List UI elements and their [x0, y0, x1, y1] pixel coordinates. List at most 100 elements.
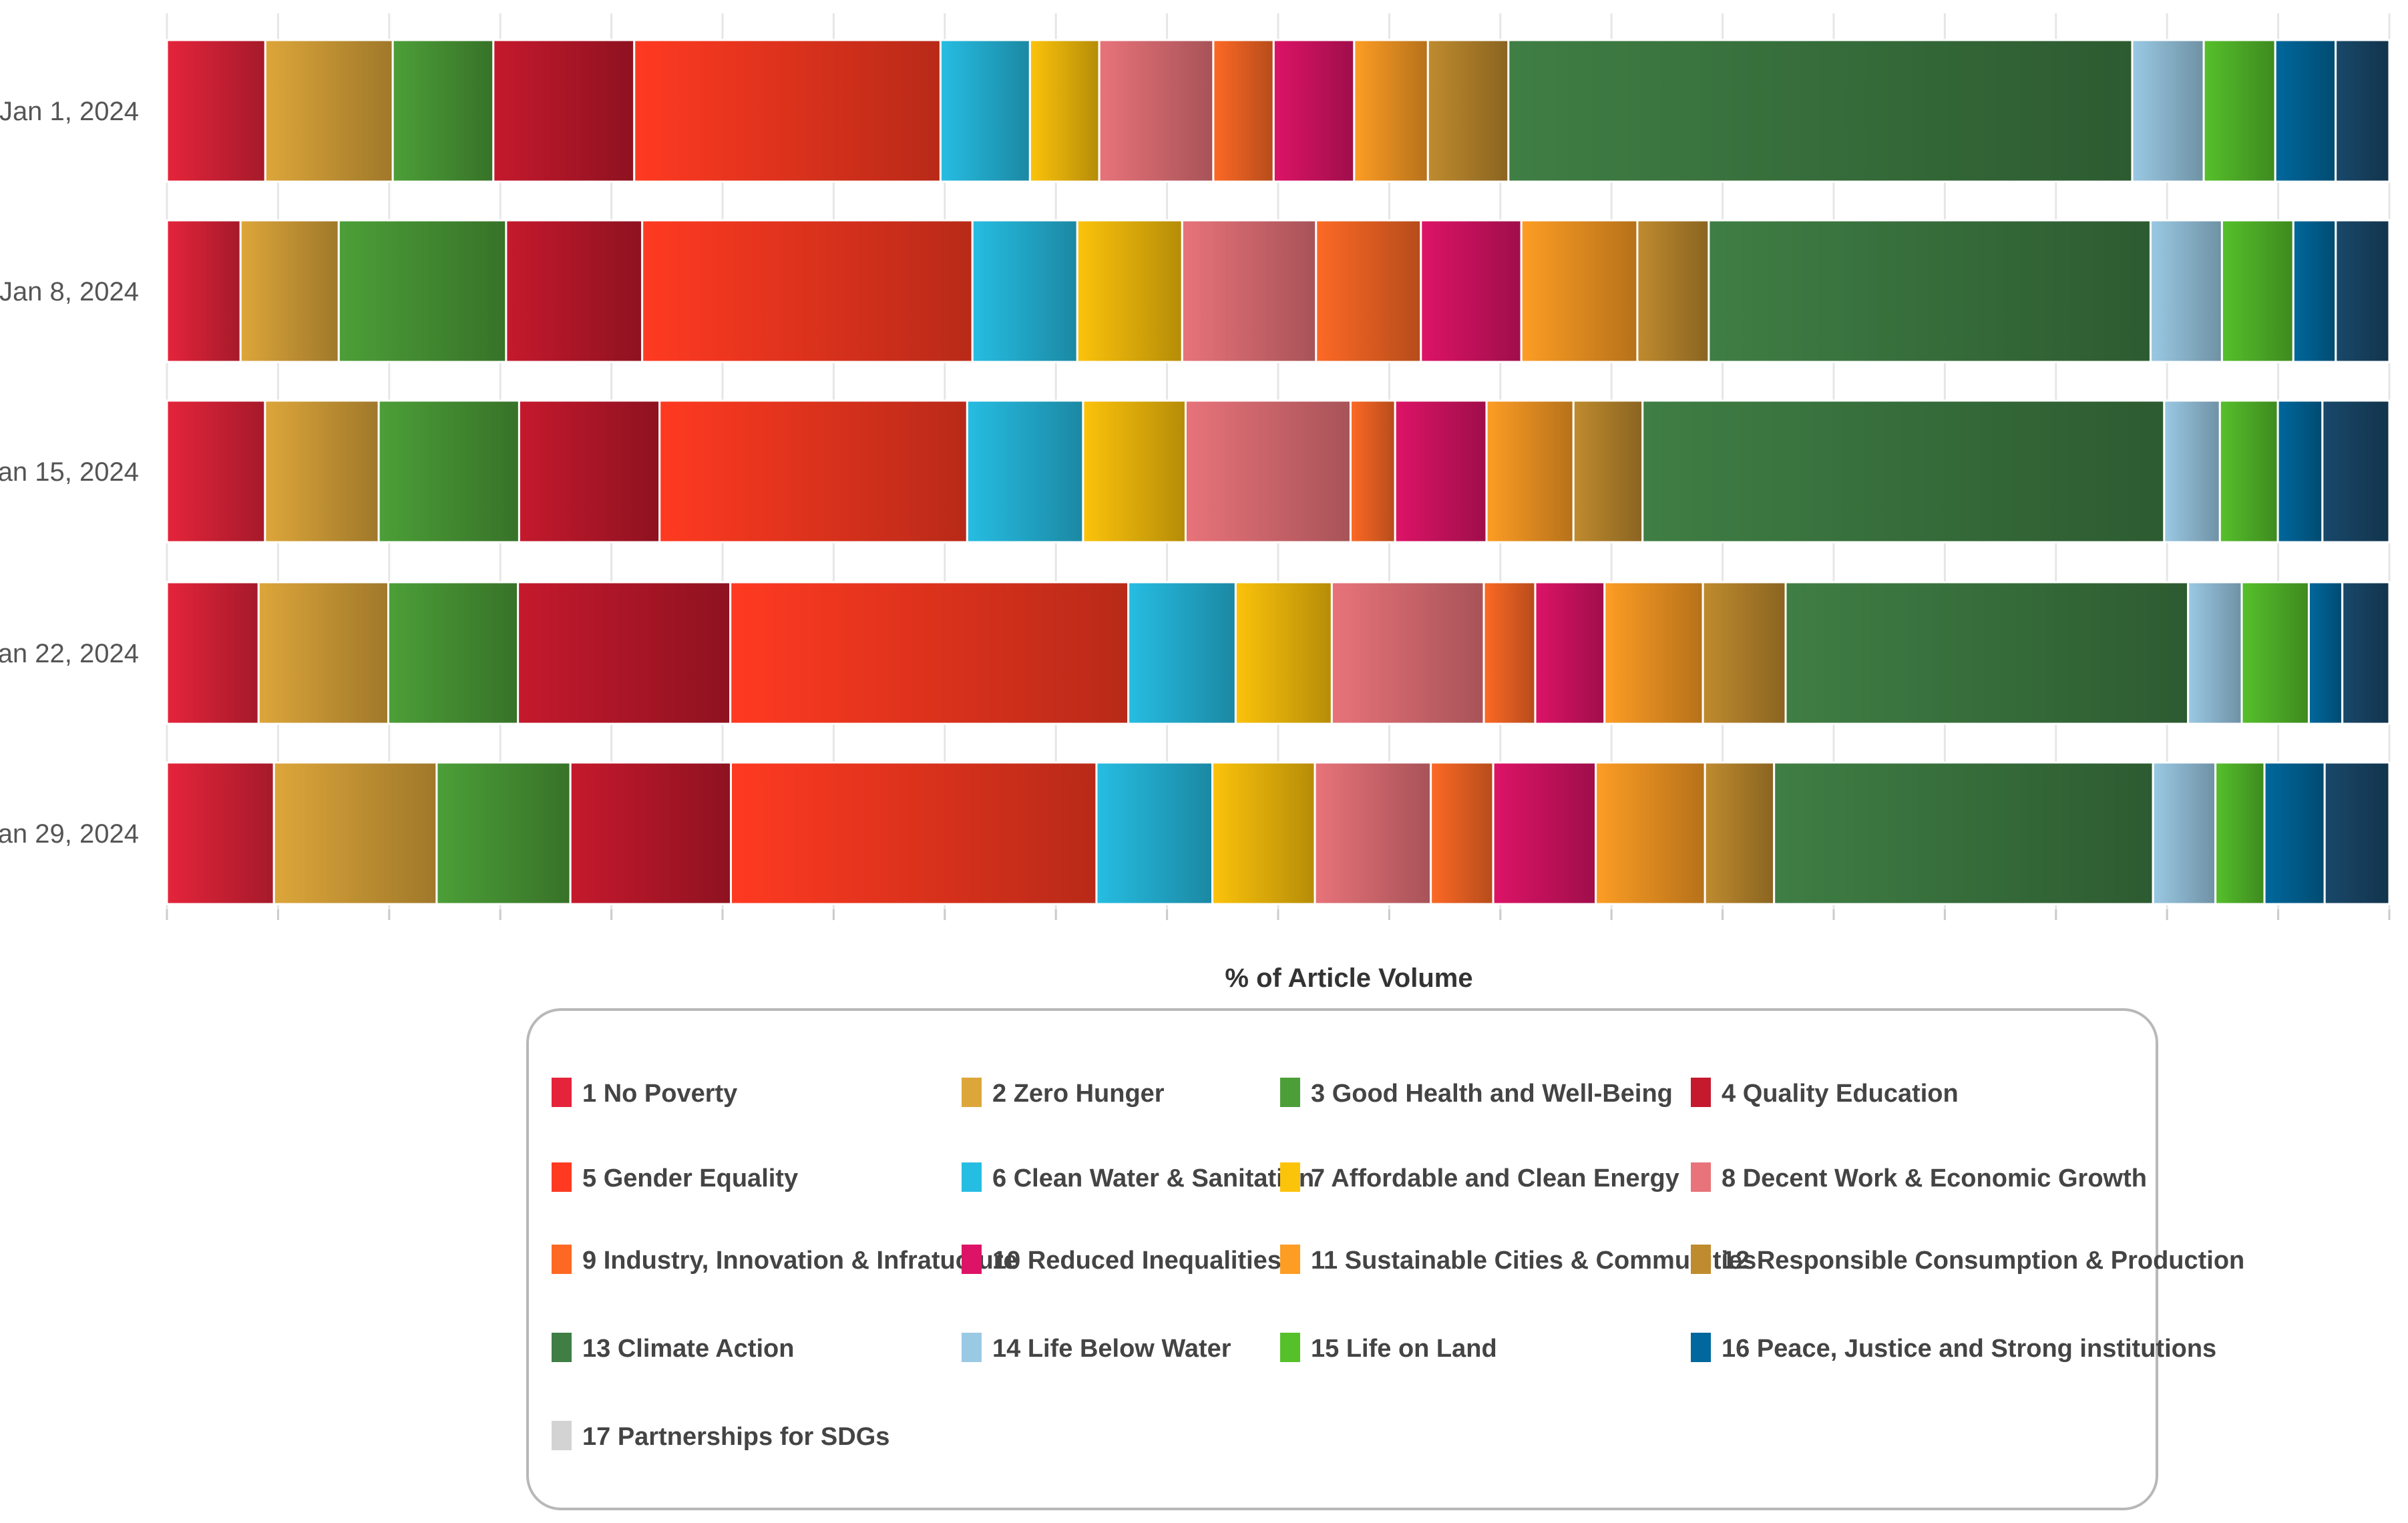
bar-segment[interactable]: [2202, 39, 2276, 183]
bar-segment[interactable]: [1482, 581, 1537, 725]
bar-segment[interactable]: [2131, 39, 2205, 183]
legend-label[interactable]: 2 Zero Hunger: [992, 1080, 1165, 1108]
legend-label[interactable]: 7 Affordable and Clean Energy: [1311, 1164, 1679, 1192]
bar-segment[interactable]: [1773, 761, 2154, 905]
bar-segment[interactable]: [1507, 39, 2134, 183]
bar-segment[interactable]: [2276, 399, 2324, 543]
bar-segment[interactable]: [2321, 399, 2391, 543]
bar-segment[interactable]: [2335, 219, 2391, 363]
bar-segment[interactable]: [166, 39, 266, 183]
bar-segment[interactable]: [1184, 399, 1352, 543]
bar-segment[interactable]: [1353, 39, 1429, 183]
bar-segment[interactable]: [1095, 761, 1214, 905]
legend-label[interactable]: 8 Decent Work & Economic Growth: [1722, 1164, 2147, 1192]
bar-segment[interactable]: [1420, 219, 1523, 363]
bar-segment[interactable]: [1485, 399, 1575, 543]
legend-label[interactable]: 4 Quality Education: [1722, 1080, 1959, 1108]
bar-segment[interactable]: [2307, 581, 2344, 725]
bar-segment[interactable]: [518, 399, 661, 543]
bar-segment[interactable]: [257, 581, 389, 725]
bar-segment[interactable]: [391, 39, 495, 183]
bar-segment[interactable]: [2292, 219, 2337, 363]
bar-segment[interactable]: [1534, 581, 1606, 725]
bar-segment[interactable]: [2187, 581, 2243, 725]
bar-segment[interactable]: [239, 219, 340, 363]
legend-label[interactable]: 17 Partnerships for SDGs: [582, 1423, 889, 1451]
bar-segment[interactable]: [1595, 761, 1706, 905]
legend-label[interactable]: 14 Life Below Water: [992, 1335, 1231, 1363]
bar-segment[interactable]: [166, 761, 275, 905]
bar-segment[interactable]: [1708, 219, 2152, 363]
bar-segment[interactable]: [658, 399, 968, 543]
bar-segment[interactable]: [729, 581, 1130, 725]
bar-segment[interactable]: [730, 761, 1098, 905]
bar-segment[interactable]: [2335, 39, 2391, 183]
bar-segment[interactable]: [1127, 581, 1237, 725]
bar-segment[interactable]: [166, 219, 242, 363]
bar-segment[interactable]: [387, 581, 520, 725]
bar-segment[interactable]: [1082, 399, 1187, 543]
bar-segment[interactable]: [966, 399, 1084, 543]
bar-segment[interactable]: [1272, 39, 1356, 183]
bar-segment[interactable]: [1211, 761, 1316, 905]
bar-segment[interactable]: [1520, 219, 1639, 363]
legend-label[interactable]: 3 Good Health and Well-Being: [1311, 1080, 1673, 1108]
bar-segment[interactable]: [435, 761, 572, 905]
bar-segment[interactable]: [1636, 219, 1710, 363]
bar-segment[interactable]: [492, 39, 636, 183]
legend-label[interactable]: 6 Clean Water & Sanitation: [992, 1164, 1314, 1192]
bar-segment[interactable]: [1098, 39, 1215, 183]
legend-label[interactable]: 16 Peace, Justice and Strong institution…: [1722, 1335, 2216, 1363]
bar-segment[interactable]: [1076, 219, 1183, 363]
bar-segment[interactable]: [1349, 399, 1396, 543]
legend-label[interactable]: 9 Industry, Innovation & Infratucture: [582, 1247, 1018, 1275]
legend-label[interactable]: 10 Reduced Inequalities: [992, 1247, 1281, 1275]
bar-segment[interactable]: [2149, 219, 2223, 363]
bar-segment[interactable]: [517, 581, 732, 725]
legend-label[interactable]: 13 Climate Action: [582, 1335, 794, 1363]
bar-segment[interactable]: [2163, 399, 2221, 543]
bar-segment[interactable]: [1234, 581, 1333, 725]
bar-segment[interactable]: [1028, 39, 1100, 183]
bar-segment[interactable]: [2152, 761, 2217, 905]
bar-segment[interactable]: [264, 399, 380, 543]
bar-segment[interactable]: [377, 399, 520, 543]
legend-label[interactable]: 1 No Poverty: [582, 1080, 737, 1108]
bar-segment[interactable]: [1784, 581, 2190, 725]
bar-segment[interactable]: [633, 39, 942, 183]
bar-segment[interactable]: [971, 219, 1078, 363]
bar-segment[interactable]: [1430, 761, 1494, 905]
bar-segment[interactable]: [2274, 39, 2337, 183]
bar-segment[interactable]: [505, 219, 644, 363]
bar-segment[interactable]: [1641, 399, 2166, 543]
bar-segment[interactable]: [1212, 39, 1275, 183]
legend-label[interactable]: 11 Sustainable Cities & Communities: [1311, 1247, 1756, 1275]
bar-segment[interactable]: [1572, 399, 1644, 543]
bar-segment[interactable]: [166, 399, 266, 543]
bar-segment[interactable]: [2341, 581, 2391, 725]
bar-segment[interactable]: [1492, 761, 1597, 905]
bar-segment[interactable]: [166, 581, 260, 725]
bar-segment[interactable]: [2263, 761, 2326, 905]
legend-label[interactable]: 12 Responsible Consumption & Production: [1722, 1247, 2244, 1275]
bar-segment[interactable]: [2214, 761, 2266, 905]
bar-segment[interactable]: [1426, 39, 1510, 183]
bar-segment[interactable]: [2323, 761, 2391, 905]
bar-segment[interactable]: [1315, 219, 1422, 363]
bar-segment[interactable]: [264, 39, 394, 183]
bar-segment[interactable]: [1181, 219, 1318, 363]
bar-segment[interactable]: [2218, 399, 2279, 543]
bar-segment[interactable]: [1330, 581, 1485, 725]
bar-segment[interactable]: [1314, 761, 1432, 905]
bar-segment[interactable]: [1701, 581, 1787, 725]
bar-segment[interactable]: [272, 761, 438, 905]
bar-segment[interactable]: [641, 219, 974, 363]
legend-label[interactable]: 15 Life on Land: [1311, 1335, 1497, 1363]
bar-segment[interactable]: [1703, 761, 1776, 905]
bar-segment[interactable]: [337, 219, 508, 363]
bar-segment[interactable]: [569, 761, 733, 905]
bar-segment[interactable]: [1603, 581, 1704, 725]
bar-segment[interactable]: [2220, 219, 2294, 363]
legend-label[interactable]: 5 Gender Equality: [582, 1164, 798, 1192]
bar-segment[interactable]: [1394, 399, 1488, 543]
